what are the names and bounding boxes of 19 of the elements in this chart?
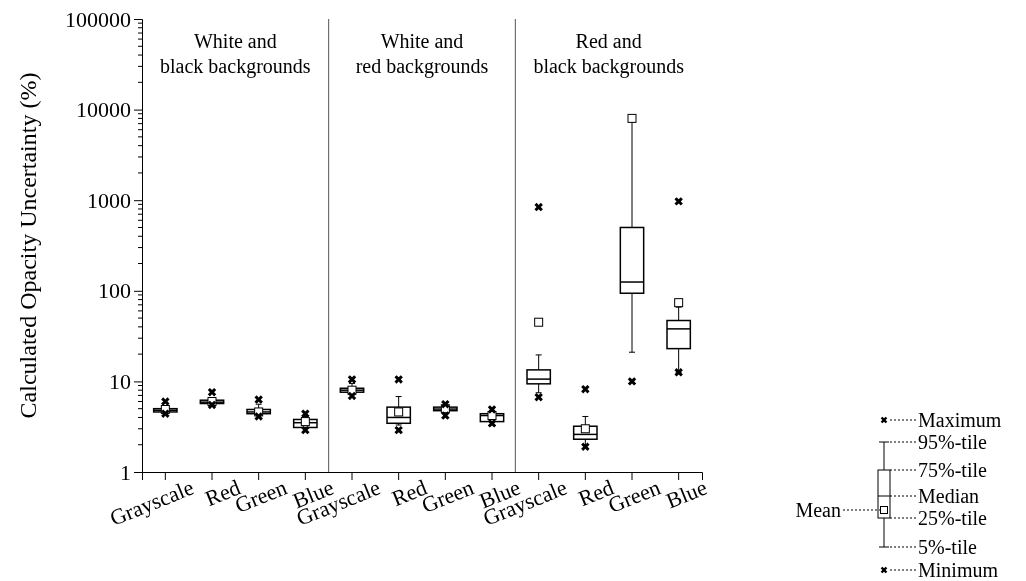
text: Median [918,485,980,507]
annotation: White and black backgrounds [160,30,311,78]
text: 75%-tile [918,459,987,481]
annotation: White and red backgrounds [355,30,489,78]
text: Maximum [918,409,1002,431]
text: 5%-tile [918,536,977,558]
annotation: Red and black backgrounds [533,30,685,78]
y-tick-label: 1000 [87,187,131,213]
x-tick-label: Blue [662,474,711,514]
text: Minimum [918,559,999,581]
y-tick-label: 10000 [76,97,131,123]
y-axis-title: Calculated Opacity Uncertainty (%) [15,72,41,419]
text: 25%-tile [918,507,987,529]
y-tick-label: 100000 [65,6,131,32]
y-tick-label: 10 [109,368,131,394]
y-tick-label: 1 [120,459,131,485]
text: Mean [795,499,841,521]
text: 95%-tile [918,431,987,453]
y-tick-label: 100 [98,278,131,304]
